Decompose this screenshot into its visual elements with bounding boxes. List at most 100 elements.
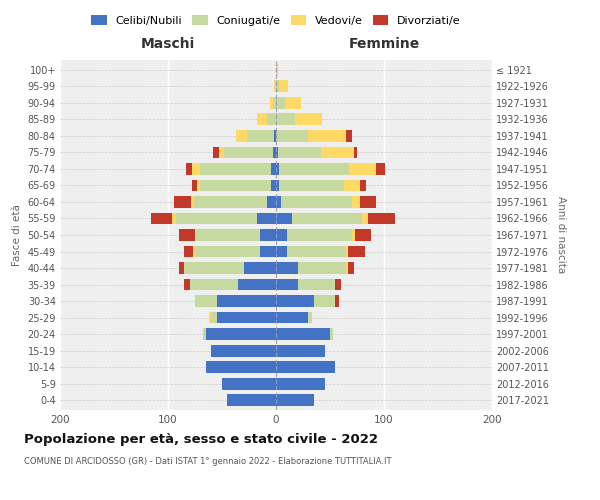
Bar: [346, 262, 349, 274]
Bar: [360, 196, 376, 208]
Bar: [224, 146, 273, 158]
Bar: [191, 196, 194, 208]
Bar: [268, 114, 276, 126]
Bar: [195, 295, 217, 307]
Bar: [292, 212, 362, 224]
Bar: [276, 196, 281, 208]
Bar: [276, 64, 278, 76]
Bar: [298, 278, 335, 290]
Bar: [276, 361, 335, 373]
Bar: [236, 130, 247, 142]
Bar: [190, 278, 238, 290]
Bar: [314, 295, 335, 307]
Bar: [298, 262, 346, 274]
Y-axis label: Anni di nascita: Anni di nascita: [556, 196, 566, 274]
Bar: [276, 246, 287, 258]
Bar: [279, 163, 349, 175]
Bar: [274, 130, 276, 142]
Bar: [273, 97, 276, 109]
Y-axis label: Fasce di età: Fasce di età: [12, 204, 22, 266]
Bar: [192, 163, 200, 175]
Bar: [172, 212, 176, 224]
Bar: [308, 312, 311, 324]
Bar: [274, 80, 276, 92]
Bar: [206, 328, 276, 340]
Bar: [287, 229, 352, 241]
Bar: [238, 278, 276, 290]
Bar: [349, 262, 354, 274]
Bar: [349, 163, 376, 175]
Bar: [260, 246, 276, 258]
Bar: [175, 196, 191, 208]
Bar: [322, 146, 354, 158]
Bar: [193, 246, 195, 258]
Bar: [179, 229, 195, 241]
Bar: [200, 163, 271, 175]
Bar: [276, 328, 330, 340]
Bar: [271, 163, 276, 175]
Bar: [362, 212, 368, 224]
Bar: [281, 196, 352, 208]
Text: Femmine: Femmine: [349, 37, 419, 51]
Bar: [368, 212, 395, 224]
Bar: [276, 295, 314, 307]
Bar: [194, 196, 268, 208]
Text: Maschi: Maschi: [141, 37, 195, 51]
Bar: [227, 394, 276, 406]
Bar: [276, 180, 279, 192]
Bar: [214, 146, 219, 158]
Bar: [276, 344, 325, 356]
Bar: [284, 97, 301, 109]
Bar: [269, 97, 273, 109]
Bar: [346, 130, 352, 142]
Bar: [360, 180, 365, 192]
Bar: [276, 229, 287, 241]
Bar: [206, 361, 276, 373]
Bar: [195, 229, 260, 241]
Bar: [376, 163, 385, 175]
Bar: [295, 114, 322, 126]
Bar: [257, 114, 268, 126]
Bar: [151, 212, 172, 224]
Bar: [271, 180, 276, 192]
Bar: [184, 262, 244, 274]
Bar: [200, 180, 271, 192]
Bar: [209, 312, 211, 324]
Bar: [203, 328, 206, 340]
Bar: [335, 278, 341, 290]
Bar: [276, 97, 284, 109]
Bar: [276, 278, 298, 290]
Bar: [355, 229, 371, 241]
Bar: [219, 146, 224, 158]
Bar: [217, 295, 276, 307]
Bar: [276, 130, 308, 142]
Bar: [344, 180, 360, 192]
Bar: [279, 180, 344, 192]
Bar: [352, 196, 360, 208]
Bar: [354, 146, 357, 158]
Bar: [197, 180, 200, 192]
Text: Popolazione per età, sesso e stato civile - 2022: Popolazione per età, sesso e stato civil…: [24, 432, 378, 446]
Bar: [346, 246, 349, 258]
Bar: [276, 163, 279, 175]
Bar: [187, 163, 192, 175]
Bar: [244, 262, 276, 274]
Bar: [335, 295, 338, 307]
Bar: [192, 180, 197, 192]
Bar: [276, 212, 292, 224]
Bar: [278, 146, 322, 158]
Bar: [260, 229, 276, 241]
Bar: [279, 80, 288, 92]
Bar: [184, 278, 190, 290]
Bar: [222, 378, 276, 390]
Bar: [276, 114, 295, 126]
Bar: [276, 262, 298, 274]
Bar: [308, 130, 346, 142]
Bar: [287, 246, 346, 258]
Bar: [276, 378, 325, 390]
Bar: [276, 80, 279, 92]
Bar: [179, 262, 184, 274]
Bar: [176, 212, 257, 224]
Bar: [349, 246, 365, 258]
Bar: [330, 328, 333, 340]
